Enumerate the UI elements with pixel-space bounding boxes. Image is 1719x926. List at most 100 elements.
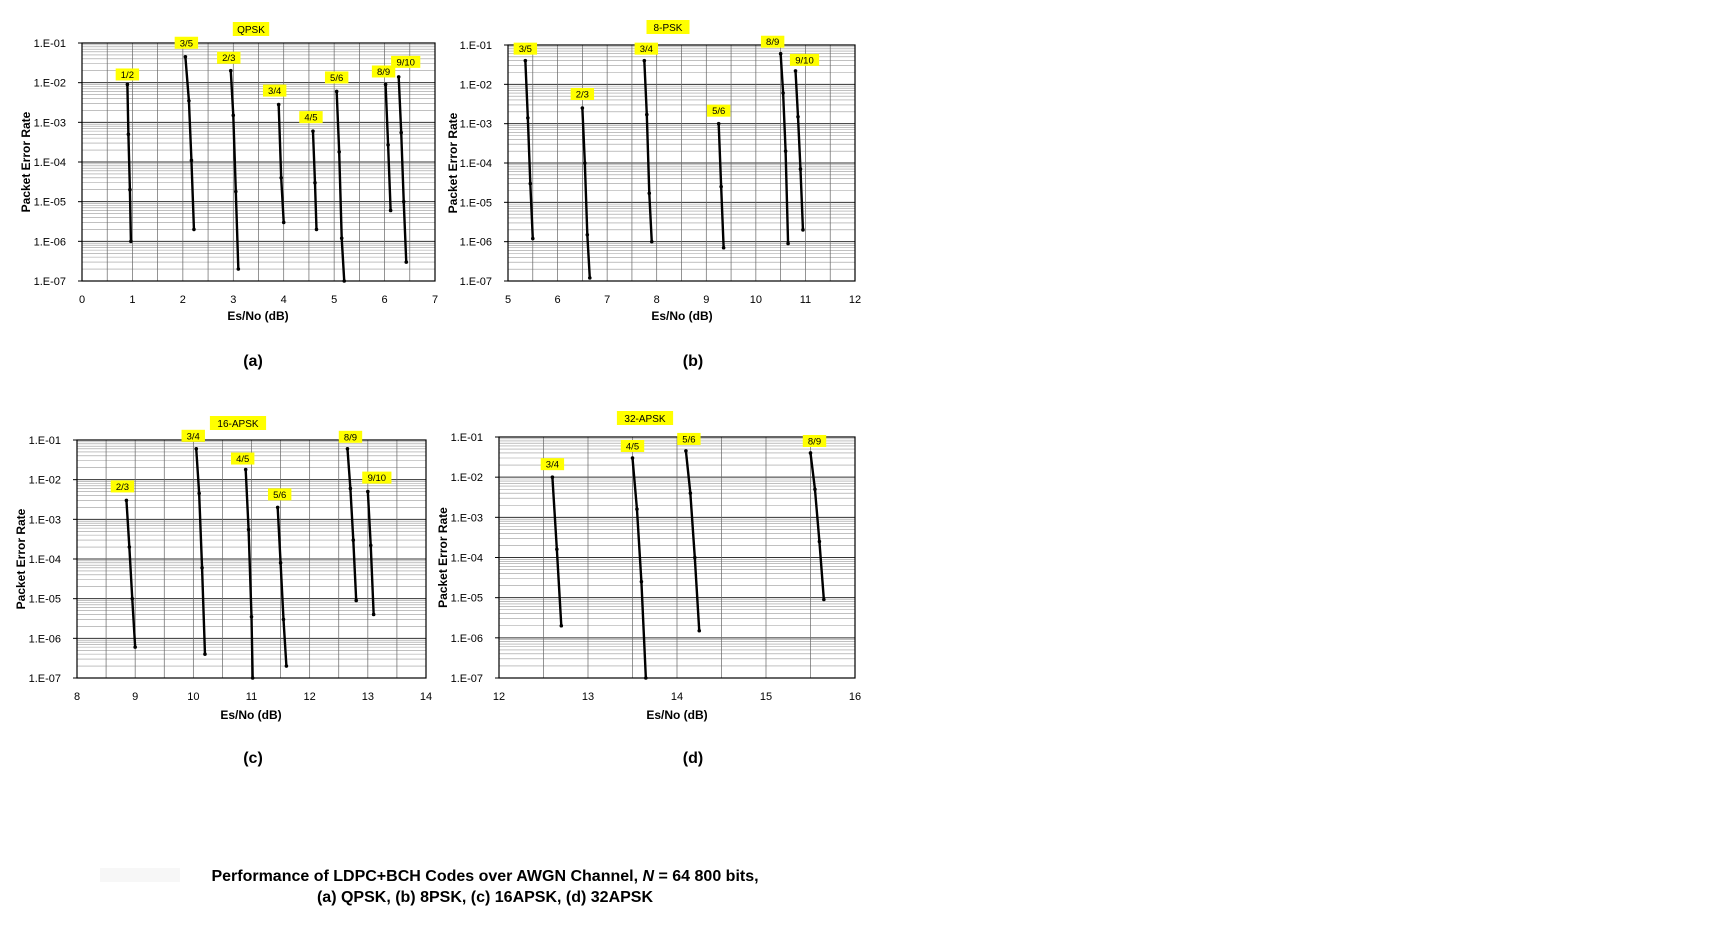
chart-panel-c: 1.E-07 1.E-06 1.E-05 1.E-04 1.E-03 1.E-02 1.E-… [14, 416, 432, 767]
y-tick-label: 1.E-06 [29, 633, 61, 645]
x-tick-label: 16 [849, 691, 861, 703]
data-point [697, 628, 702, 633]
chart-title-text: 32-APSK [624, 414, 665, 425]
data-point [688, 491, 693, 495]
data-point [822, 597, 826, 602]
x-tick-label: 7 [604, 294, 610, 306]
x-tick-label: 11 [246, 691, 257, 703]
data-point [228, 68, 233, 73]
data-point [183, 54, 188, 59]
chart-title-box [232, 22, 270, 36]
x-tick-label: 8 [654, 294, 660, 306]
data-point [580, 106, 585, 110]
data-point [817, 539, 822, 544]
data-point [351, 538, 356, 542]
series-line [125, 500, 137, 648]
data-point [189, 158, 194, 163]
data-point [399, 130, 404, 135]
data-point [719, 184, 723, 189]
data-point [281, 617, 286, 622]
data-point [781, 91, 785, 95]
y-tick-label: 1.E-07 [29, 673, 61, 685]
y-tick-label: 1.E-04 [451, 553, 483, 565]
series-label: 2/3 [222, 53, 235, 64]
series-4-5: 4/5 [299, 111, 323, 232]
data-point [334, 89, 339, 94]
data-point [127, 545, 132, 549]
series-line [126, 84, 133, 242]
x-tick-label: 7 [432, 294, 438, 306]
chart-panels: 1.E-07 1.E-06 1.E-05 1.E-04 1.E-03 1.E-02 1.E-… [14, 20, 861, 767]
y-tick-label: 1.E-06 [451, 633, 483, 645]
x-tick-label: 1 [129, 294, 135, 306]
panel-label: (a) [243, 353, 263, 370]
series-line [794, 70, 805, 230]
x-tick-label: 9 [132, 691, 138, 703]
y-tick-label: 1.E-04 [460, 158, 492, 170]
data-point [630, 456, 635, 460]
series-label: 4/5 [626, 442, 639, 453]
data-point [526, 116, 530, 120]
x-tick-label: 4 [281, 294, 287, 306]
series-line [397, 76, 408, 263]
data-point [366, 489, 370, 494]
x-tick-label: 13 [582, 691, 594, 703]
data-point [126, 132, 131, 137]
series-label-box [267, 488, 292, 501]
chart-title-box [209, 416, 267, 430]
y-tick-label: 1.E-07 [460, 276, 492, 288]
series-3-4: 3/4 [634, 42, 659, 244]
panel-label: (c) [243, 750, 263, 767]
chart-title: 8-PSK [646, 20, 690, 34]
data-point [783, 149, 788, 153]
y-tick-label: 1.E-03 [460, 119, 492, 131]
data-point [523, 58, 528, 63]
series-8-9: 8/9 [760, 35, 790, 246]
data-point [644, 676, 648, 680]
data-point [635, 507, 639, 511]
y-axis-label: Packet Error Rate [446, 112, 460, 213]
series-line [184, 56, 196, 230]
series-line [643, 60, 653, 242]
data-point [396, 75, 401, 79]
data-point [234, 189, 238, 194]
data-point [721, 245, 726, 250]
data-point [585, 232, 590, 237]
series-3-4: 3/4 [540, 458, 565, 628]
data-point [388, 208, 393, 213]
series-label-box [760, 35, 785, 48]
panel-label: (b) [683, 353, 703, 370]
series-3-4: 3/4 [181, 429, 207, 656]
x-tick-label: 10 [187, 691, 199, 703]
series-5-6: 5/6 [706, 104, 731, 250]
data-point [642, 58, 647, 63]
y-tick-label: 1.E-02 [451, 472, 483, 484]
series-label-box [115, 68, 140, 81]
series-3-5: 3/5 [174, 36, 199, 232]
data-point [778, 51, 783, 56]
x-tick-label: 2 [180, 294, 186, 306]
series-2-3: 2/3 [217, 51, 241, 271]
chart-title: 16-APSK [209, 416, 267, 430]
data-point [368, 543, 373, 548]
x-tick-label: 15 [760, 691, 772, 703]
series-label-box [338, 430, 363, 443]
series-2-3: 2/3 [110, 480, 137, 649]
x-tick-label: 12 [493, 691, 505, 703]
data-point [348, 486, 353, 491]
gridlines [81, 42, 436, 282]
x-tick-label: 3 [230, 294, 236, 306]
x-axis-label: Es/No (dB) [220, 708, 281, 722]
series-8-9: 8/9 [338, 430, 363, 603]
chart-title-text: QPSK [237, 25, 265, 36]
series-9-10: 9/10 [391, 55, 421, 264]
series-label: 3/4 [268, 86, 281, 97]
data-point [808, 451, 813, 455]
series-label-box [802, 434, 827, 447]
series-label-box [634, 42, 659, 55]
series-label-box [230, 452, 255, 465]
data-point [354, 598, 359, 603]
y-tick-label: 1.E-05 [460, 197, 492, 209]
data-point [716, 121, 721, 126]
data-point [187, 98, 191, 103]
